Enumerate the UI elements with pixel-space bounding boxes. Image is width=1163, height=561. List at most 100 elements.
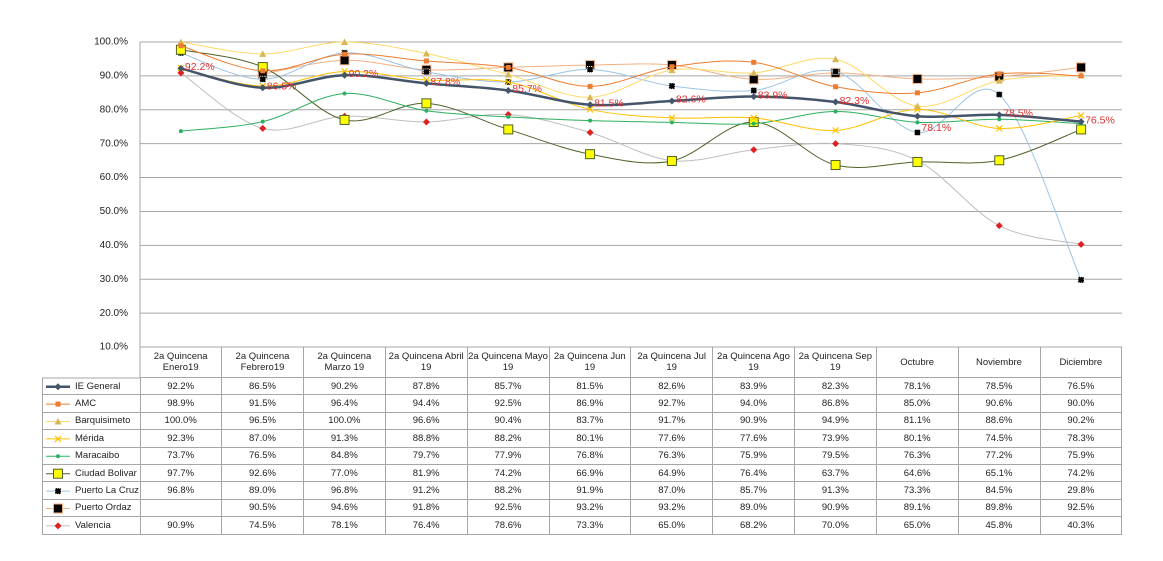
marker [54, 522, 62, 530]
table-cell: 78.3% [1040, 430, 1123, 448]
y-tick-label: 90.0% [100, 71, 128, 82]
table-cell: 100.0% [303, 412, 386, 431]
marker [994, 155, 1005, 166]
x-tick-label: 2a Quincena Mayo 19 [467, 347, 550, 378]
marker [668, 114, 676, 122]
series [178, 91, 1084, 134]
marker [53, 503, 63, 514]
marker [54, 383, 62, 391]
table-cell: 63.7% [794, 465, 877, 483]
data-label: 87.8% [430, 76, 460, 88]
table-cell: 82.6% [631, 378, 714, 396]
table-cell: 91.8% [385, 499, 468, 518]
table-cell: 74.2% [467, 465, 550, 483]
marker [504, 86, 512, 94]
marker [669, 64, 675, 70]
table-cell: 90.2% [303, 378, 386, 396]
table-cell: 81.5% [549, 378, 632, 396]
marker [504, 78, 512, 86]
table-cell: 70.0% [794, 517, 877, 535]
table-cell: 94.9% [794, 412, 877, 431]
table-cell: 76.3% [876, 447, 959, 465]
marker [995, 91, 1003, 99]
marker [259, 75, 267, 83]
table-cell: 87.8% [385, 378, 468, 396]
marker [668, 66, 676, 74]
table-cell: 68.2% [712, 517, 796, 535]
table-cell: 90.9% [712, 412, 796, 431]
data-label: 76.5% [1085, 114, 1115, 126]
table-cell: 75.9% [1040, 447, 1123, 465]
table-cell: 88.6% [958, 412, 1041, 431]
table-cell: 93.2% [631, 499, 714, 518]
x-tick-label: 2a Quincena Ago 19 [712, 347, 796, 378]
marker [178, 129, 183, 134]
marker [586, 128, 594, 136]
marker [995, 222, 1003, 230]
table-cell: 96.8% [303, 482, 386, 500]
marker [342, 51, 348, 57]
marker [668, 82, 676, 90]
series [175, 44, 1087, 171]
table-cell: 92.6% [221, 465, 305, 483]
table-cell: 86.5% [221, 378, 305, 396]
table-cell: 78.5% [958, 378, 1041, 396]
legend-entry: Ciudad Bolivar [42, 465, 141, 483]
marker [587, 83, 593, 89]
table-cell: 92.5% [1040, 499, 1123, 518]
table-cell: 84.5% [958, 482, 1041, 500]
marker [750, 146, 758, 154]
table-cell: 87.0% [631, 482, 714, 500]
y-tick-label: 70.0% [100, 138, 128, 149]
marker [586, 93, 594, 101]
table-cell: 75.9% [712, 447, 796, 465]
marker [506, 114, 511, 119]
table-cell: 73.3% [549, 517, 632, 535]
marker [669, 120, 674, 125]
table-cell: 79.7% [385, 447, 468, 465]
marker [53, 468, 63, 479]
marker [259, 124, 267, 132]
table-cell: 90.6% [958, 395, 1041, 413]
table-cell: 91.3% [303, 430, 386, 448]
marker [422, 118, 430, 126]
table-cell: 88.2% [467, 482, 550, 500]
table-cell: 66.9% [549, 465, 632, 483]
marker [422, 79, 430, 87]
marker [422, 68, 430, 76]
marker [996, 71, 1002, 77]
legend-entry: Puerto La Cruz [42, 482, 141, 500]
y-tick-label: 50.0% [100, 206, 128, 217]
table-cell: 40.3% [1040, 517, 1123, 535]
table-cell: 78.1% [876, 378, 959, 396]
table-cell: 80.1% [549, 430, 632, 448]
marker [585, 149, 596, 160]
marker [586, 101, 594, 109]
marker [1077, 118, 1085, 126]
table-cell: 91.5% [221, 395, 305, 413]
marker [341, 71, 349, 79]
data-label: 85.7% [512, 83, 542, 95]
marker [586, 65, 594, 73]
x-tick-label: 2a Quincena Marzo 19 [303, 347, 386, 378]
table-cell: 96.8% [140, 482, 223, 500]
marker [339, 114, 350, 125]
x-tick-label: 2a Quincena Sep 19 [794, 347, 877, 378]
series-line [180, 67, 1082, 131]
marker [832, 67, 840, 75]
table-cell: 64.6% [876, 465, 959, 483]
marker [750, 69, 758, 76]
table-cell: 76.5% [221, 447, 305, 465]
table-cell: 91.3% [794, 482, 877, 500]
table-cell: 92.7% [631, 395, 714, 413]
x-tick-label: 2a Quincena Abril 19 [385, 347, 468, 378]
marker [423, 58, 429, 64]
marker [913, 102, 921, 110]
x-tick-label: 2a Quincena Febrero19 [221, 347, 305, 378]
table-cell: 88.2% [467, 430, 550, 448]
marker [1077, 276, 1085, 284]
series-line [180, 41, 1082, 107]
table-cell: 76.8% [549, 447, 632, 465]
table-cell: 85.7% [467, 378, 550, 396]
series [177, 69, 1085, 248]
